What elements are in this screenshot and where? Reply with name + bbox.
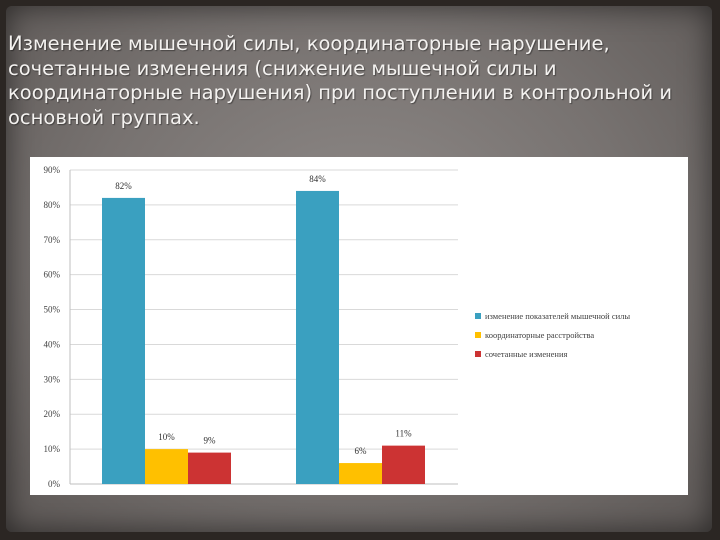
x-category-label: основная группа xyxy=(135,493,199,495)
legend-label: изменение показателей мышечной силы xyxy=(485,311,630,321)
chart-legend-area: изменение показателей мышечной силы коорд… xyxy=(460,157,688,495)
data-label: 10% xyxy=(158,432,175,442)
legend-swatch xyxy=(475,332,481,338)
data-label: 11% xyxy=(395,429,412,439)
data-label: 84% xyxy=(309,174,326,184)
legend-label: сочетанные изменения xyxy=(485,349,568,359)
x-category-label: контрольная группа xyxy=(322,493,398,495)
bar xyxy=(296,190,339,484)
bar xyxy=(102,197,145,484)
legend-label: координаторные расстройства xyxy=(485,330,594,340)
legend-swatch xyxy=(475,351,481,357)
bar xyxy=(145,449,188,484)
data-label: 82% xyxy=(115,181,132,191)
bar xyxy=(188,452,231,484)
chart-legend: изменение показателей мышечной силы коорд… xyxy=(475,311,630,359)
y-tick-label: 0% xyxy=(48,479,61,489)
data-label: 9% xyxy=(204,436,217,446)
y-tick-label: 20% xyxy=(44,409,61,419)
bar xyxy=(339,463,382,484)
y-tick-label: 60% xyxy=(44,270,61,280)
y-tick-label: 10% xyxy=(44,444,61,454)
data-label: 6% xyxy=(355,446,368,456)
y-tick-label: 80% xyxy=(44,200,61,210)
y-tick-label: 40% xyxy=(44,339,61,349)
chart-area: 0% 10% 20% 30% 40% 50% 60% 70% 80% 90% 82% 10% 9% осн… xyxy=(30,157,460,503)
y-tick-label: 90% xyxy=(44,165,61,175)
bar xyxy=(382,445,425,484)
legend-swatch xyxy=(475,313,481,319)
y-tick-label: 50% xyxy=(44,305,61,315)
slide-title: Изменение мышечной силы, координаторные … xyxy=(8,32,673,129)
y-tick-label: 70% xyxy=(44,235,61,245)
y-tick-label: 30% xyxy=(44,374,61,384)
bar-chart: 0% 10% 20% 30% 40% 50% 60% 70% 80% 90% 82% 10% 9% осн… xyxy=(44,165,458,503)
